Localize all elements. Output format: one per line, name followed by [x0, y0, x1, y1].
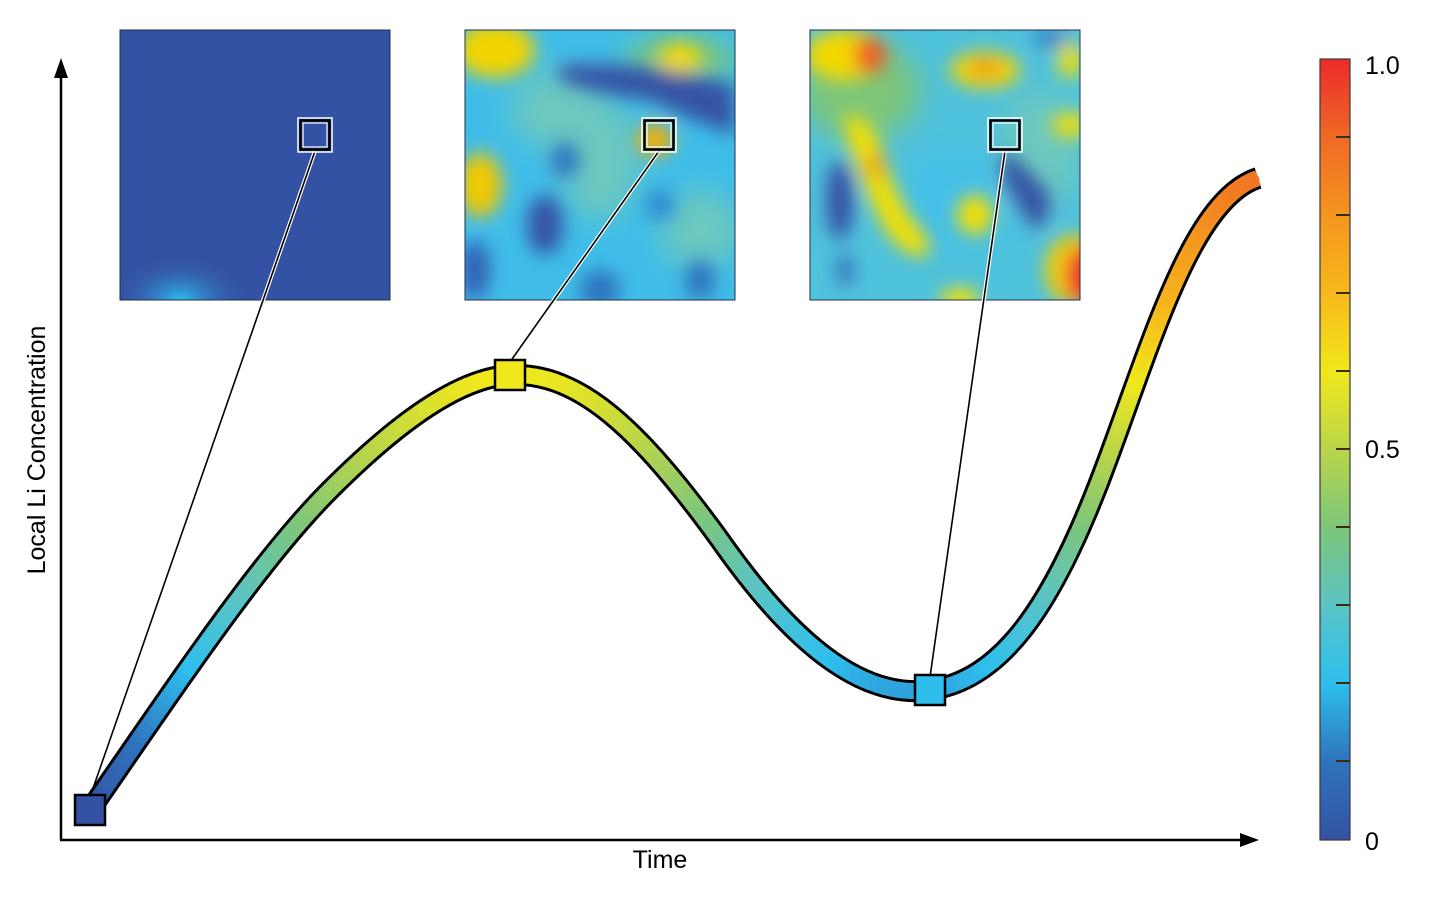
- y-axis-label: Local Li Concentration: [23, 326, 51, 575]
- x-axis-arrow-icon: [1240, 833, 1259, 847]
- colorbar-max-label: 1.0: [1365, 52, 1400, 80]
- inset-uniform-low: [119, 29, 391, 301]
- inset-mixed-peak: [464, 29, 736, 301]
- zoom-box-2: [641, 117, 677, 153]
- zoom-box-1: [297, 117, 333, 153]
- colorbar: 1.0 0.5 0: [1319, 52, 1400, 856]
- marker-start: [73, 793, 107, 827]
- zoom-boxes: [297, 117, 1023, 153]
- colorbar-ticks: [1336, 136, 1350, 762]
- leader-lines: [88, 149, 1007, 798]
- concentration-curve: [80, 167, 1263, 817]
- marker-peak: [493, 358, 527, 392]
- x-axis-label: Time: [633, 846, 688, 874]
- axes: Time Local Li Concentration: [23, 58, 1259, 874]
- colorbar-min-label: 0: [1365, 828, 1379, 856]
- inset-mixed-valley: [809, 29, 1081, 301]
- marker-valley: [913, 673, 947, 707]
- zoom-box-3: [987, 117, 1023, 153]
- curve-markers: [73, 358, 947, 827]
- y-axis-arrow-icon: [54, 58, 68, 78]
- colorbar-mid-label: 0.5: [1365, 436, 1400, 464]
